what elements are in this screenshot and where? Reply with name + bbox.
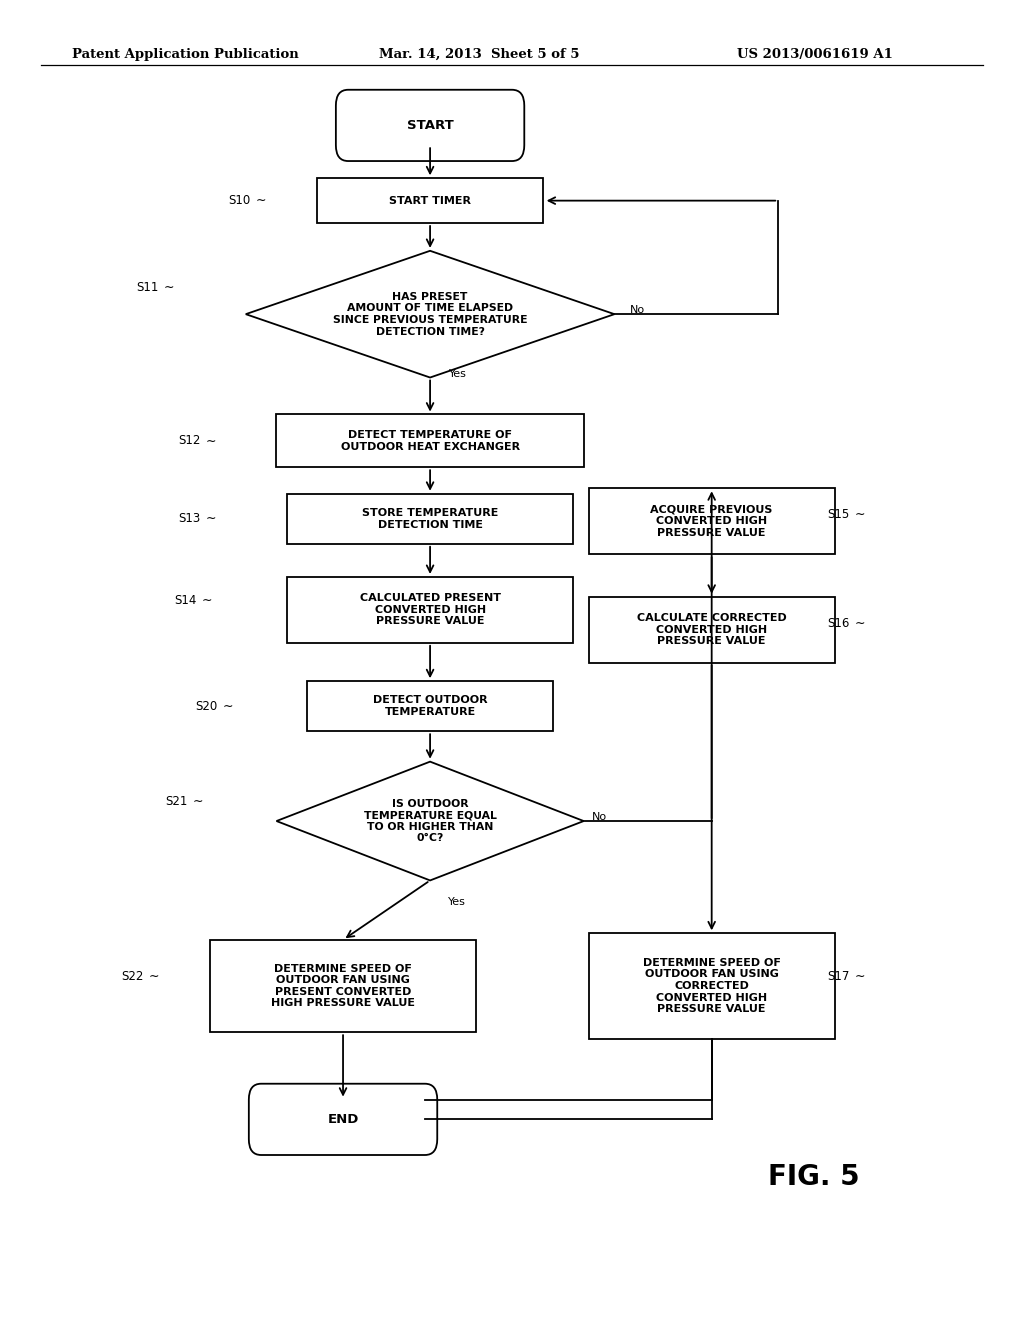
Text: ∼: ∼ bbox=[206, 434, 216, 447]
Polygon shape bbox=[276, 762, 584, 880]
Text: ∼: ∼ bbox=[206, 512, 216, 525]
Text: Yes: Yes bbox=[447, 896, 465, 907]
Text: S13: S13 bbox=[178, 512, 201, 525]
Text: S20: S20 bbox=[195, 700, 217, 713]
Text: DETERMINE SPEED OF
OUTDOOR FAN USING
CORRECTED
CONVERTED HIGH
PRESSURE VALUE: DETERMINE SPEED OF OUTDOOR FAN USING COR… bbox=[643, 958, 780, 1014]
Text: START TIMER: START TIMER bbox=[389, 195, 471, 206]
Text: ∼: ∼ bbox=[148, 970, 159, 983]
Text: US 2013/0061619 A1: US 2013/0061619 A1 bbox=[737, 48, 893, 61]
Text: CALCULATED PRESENT
CONVERTED HIGH
PRESSURE VALUE: CALCULATED PRESENT CONVERTED HIGH PRESSU… bbox=[359, 593, 501, 627]
Text: ∼: ∼ bbox=[256, 194, 266, 207]
Text: Mar. 14, 2013  Sheet 5 of 5: Mar. 14, 2013 Sheet 5 of 5 bbox=[379, 48, 580, 61]
FancyBboxPatch shape bbox=[336, 90, 524, 161]
Bar bbox=[276, 414, 584, 467]
Text: DETECT OUTDOOR
TEMPERATURE: DETECT OUTDOOR TEMPERATURE bbox=[373, 696, 487, 717]
Text: ∼: ∼ bbox=[164, 281, 174, 294]
Polygon shape bbox=[246, 251, 614, 378]
Text: START: START bbox=[407, 119, 454, 132]
Text: ∼: ∼ bbox=[855, 616, 865, 630]
Text: IS OUTDOOR
TEMPERATURE EQUAL
TO OR HIGHER THAN
0°C?: IS OUTDOOR TEMPERATURE EQUAL TO OR HIGHE… bbox=[364, 799, 497, 843]
Text: S15: S15 bbox=[827, 508, 850, 521]
Text: ACQUIRE PREVIOUS
CONVERTED HIGH
PRESSURE VALUE: ACQUIRE PREVIOUS CONVERTED HIGH PRESSURE… bbox=[650, 504, 773, 539]
Text: ∼: ∼ bbox=[855, 970, 865, 983]
Text: No: No bbox=[592, 812, 607, 822]
Text: S21: S21 bbox=[165, 795, 187, 808]
Text: S17: S17 bbox=[827, 970, 850, 983]
Text: ∼: ∼ bbox=[202, 594, 212, 607]
Text: No: No bbox=[630, 305, 645, 315]
Text: END: END bbox=[328, 1113, 358, 1126]
Text: ∼: ∼ bbox=[222, 700, 232, 713]
Bar bbox=[589, 488, 835, 554]
Text: FIG. 5: FIG. 5 bbox=[768, 1163, 859, 1192]
Bar bbox=[210, 940, 476, 1032]
Text: S14: S14 bbox=[174, 594, 197, 607]
Text: DETERMINE SPEED OF
OUTDOOR FAN USING
PRESENT CONVERTED
HIGH PRESSURE VALUE: DETERMINE SPEED OF OUTDOOR FAN USING PRE… bbox=[271, 964, 415, 1008]
Text: STORE TEMPERATURE
DETECTION TIME: STORE TEMPERATURE DETECTION TIME bbox=[361, 508, 499, 529]
Text: S11: S11 bbox=[136, 281, 159, 294]
Bar bbox=[287, 577, 573, 643]
Text: Yes: Yes bbox=[449, 368, 466, 379]
Bar bbox=[307, 681, 553, 731]
Text: HAS PRESET
AMOUNT OF TIME ELAPSED
SINCE PREVIOUS TEMPERATURE
DETECTION TIME?: HAS PRESET AMOUNT OF TIME ELAPSED SINCE … bbox=[333, 292, 527, 337]
Bar bbox=[589, 597, 835, 663]
Text: CALCULATE CORRECTED
CONVERTED HIGH
PRESSURE VALUE: CALCULATE CORRECTED CONVERTED HIGH PRESS… bbox=[637, 612, 786, 647]
Text: ∼: ∼ bbox=[855, 508, 865, 521]
Bar bbox=[317, 178, 543, 223]
Text: Patent Application Publication: Patent Application Publication bbox=[72, 48, 298, 61]
Text: S22: S22 bbox=[121, 970, 143, 983]
Bar bbox=[589, 933, 835, 1039]
Text: S10: S10 bbox=[228, 194, 251, 207]
Text: S16: S16 bbox=[827, 616, 850, 630]
Text: DETECT TEMPERATURE OF
OUTDOOR HEAT EXCHANGER: DETECT TEMPERATURE OF OUTDOOR HEAT EXCHA… bbox=[341, 430, 519, 451]
Bar bbox=[287, 494, 573, 544]
Text: S12: S12 bbox=[178, 434, 201, 447]
Text: ∼: ∼ bbox=[193, 795, 203, 808]
FancyBboxPatch shape bbox=[249, 1084, 437, 1155]
